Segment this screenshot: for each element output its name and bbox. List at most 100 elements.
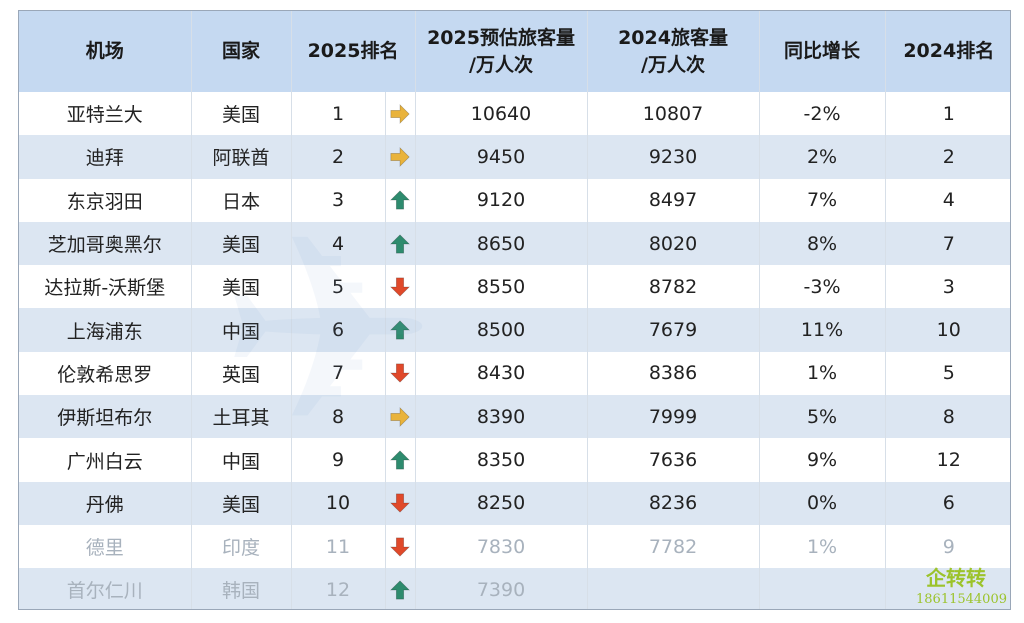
cell-rank-2024: 7 bbox=[942, 232, 955, 255]
cell-trend bbox=[385, 524, 416, 569]
cell-rank-2024: 6 bbox=[942, 492, 955, 515]
cell-pax-2024: 8020 bbox=[587, 221, 760, 266]
cell-rank-2025: 11 bbox=[291, 524, 386, 569]
cell-pax-2024: 7679 bbox=[587, 308, 760, 352]
cell-trend bbox=[385, 395, 416, 439]
cell-airport: 上海浦东 bbox=[19, 308, 192, 352]
table-row: 广州白云 中国 9 8350 7636 9% 12 bbox=[19, 438, 1010, 482]
cell-pax-2024: 10807 bbox=[587, 92, 760, 136]
arrow-down-icon bbox=[389, 277, 411, 297]
cell-yoy: 5% bbox=[759, 395, 886, 439]
table-body: 亚特兰大 美国 1 10640 10807 -2% 1 迪拜 阿联酋 2 9450 9230 2% 2 东京… bbox=[19, 92, 1010, 609]
cell-rank-2025: 2 bbox=[291, 135, 386, 179]
cell-trend bbox=[385, 568, 416, 609]
arrow-right-icon bbox=[390, 146, 410, 167]
cell-airport: 伦敦希思罗 bbox=[19, 351, 192, 396]
cell-rank-2025: 1 bbox=[291, 92, 386, 136]
arrow-right-icon bbox=[390, 406, 410, 427]
arrow-down-icon bbox=[389, 493, 411, 513]
cell-trend bbox=[385, 481, 416, 525]
cell-pax-2024: 7999 bbox=[587, 395, 760, 439]
cell-est-2025: 9120 bbox=[415, 178, 588, 222]
table-row: 德里 印度 11 7830 7782 1% 9 bbox=[19, 524, 1010, 569]
cell-rank-2025: 9 bbox=[291, 438, 386, 482]
watermark-title: 企转转 bbox=[926, 566, 986, 590]
cell-yoy: 1% bbox=[759, 524, 886, 569]
airport-ranking-table: 机场 国家 2025排名 2025预估旅客量/万人次 2024旅客量/万人次 同… bbox=[19, 11, 1010, 609]
cell-pax-2024: 7636 bbox=[587, 438, 760, 482]
ranking-table-frame: ✈ 机场 国家 2025排名 2025预估旅客量/万人次 2024旅客量/万人次… bbox=[18, 10, 1011, 610]
table-row: 伊斯坦布尔 土耳其 8 8390 7999 5% 8 bbox=[19, 395, 1010, 439]
cell-est-2025: 8430 bbox=[415, 351, 588, 396]
cell-airport: 迪拜 bbox=[19, 135, 192, 179]
cell-rank-2025: 4 bbox=[291, 221, 386, 266]
cell-airport: 丹佛 bbox=[19, 481, 192, 525]
table-row: 芝加哥奥黑尔 美国 4 8650 8020 8% 7 bbox=[19, 221, 1010, 266]
cell-country: 英国 bbox=[191, 351, 292, 396]
cell-country: 韩国 bbox=[191, 568, 292, 609]
cell-est-2025: 8250 bbox=[415, 481, 588, 525]
table-row: 上海浦东 中国 6 8500 7679 11% 10 bbox=[19, 308, 1010, 352]
cell-pax-2024: 8386 bbox=[587, 351, 760, 396]
cell-country: 印度 bbox=[191, 524, 292, 569]
header-est-2025: 2025预估旅客量/万人次 bbox=[415, 11, 588, 92]
cell-country: 美国 bbox=[191, 221, 292, 266]
cell-trend bbox=[385, 178, 416, 222]
table-header-row: 机场 国家 2025排名 2025预估旅客量/万人次 2024旅客量/万人次 同… bbox=[19, 11, 1010, 92]
cell-country: 阿联酋 bbox=[191, 135, 292, 179]
cell-yoy: 0% bbox=[759, 481, 886, 525]
arrow-down-icon bbox=[389, 537, 411, 557]
arrow-right-icon bbox=[390, 103, 410, 124]
cell-country: 土耳其 bbox=[191, 395, 292, 439]
cell-country: 中国 bbox=[191, 438, 292, 482]
cell-est-2025: 8650 bbox=[415, 221, 588, 266]
cell-rank-2025: 6 bbox=[291, 308, 386, 352]
cell-est-2025: 7830 bbox=[415, 524, 588, 569]
cell-airport: 芝加哥奥黑尔 bbox=[19, 221, 192, 266]
cell-yoy: -2% bbox=[759, 92, 886, 136]
arrow-down-icon bbox=[389, 363, 411, 384]
header-yoy: 同比增长 bbox=[759, 11, 886, 92]
cell-airport: 伊斯坦布尔 bbox=[19, 395, 192, 439]
cell-pax-2024: 8782 bbox=[587, 265, 760, 309]
table-row: 达拉斯-沃斯堡 美国 5 8550 8782 -3% 3 bbox=[19, 265, 1010, 309]
cell-yoy: 9% bbox=[759, 438, 886, 482]
cell-country: 美国 bbox=[191, 265, 292, 309]
cell-country: 美国 bbox=[191, 481, 292, 525]
cell-est-2025: 10640 bbox=[415, 92, 588, 136]
cell-airport: 广州白云 bbox=[19, 438, 192, 482]
cell-country: 日本 bbox=[191, 178, 292, 222]
cell-trend bbox=[385, 308, 416, 352]
cell-trend bbox=[385, 265, 416, 309]
table-row: 首尔仁川 韩国 12 7390 bbox=[19, 568, 1010, 609]
cell-rank-2025: 5 bbox=[291, 265, 386, 309]
table-row: 伦敦希思罗 英国 7 8430 8386 1% 5 bbox=[19, 351, 1010, 396]
cell-trend bbox=[385, 351, 416, 396]
cell-rank-2025: 3 bbox=[291, 178, 386, 222]
header-pax-2024: 2024旅客量/万人次 bbox=[587, 11, 760, 92]
cell-pax-2024: 8236 bbox=[587, 481, 760, 525]
arrow-up-icon bbox=[389, 320, 411, 340]
header-rank-2024: 2024排名 bbox=[903, 40, 995, 62]
cell-est-2025: 8550 bbox=[415, 265, 588, 309]
cell-rank-2025: 8 bbox=[291, 395, 386, 439]
cell-trend bbox=[385, 92, 416, 136]
cell-yoy: 1% bbox=[759, 351, 886, 396]
watermark-phone: 18611544009 bbox=[916, 592, 1007, 607]
cell-rank-2024: 12 bbox=[936, 449, 961, 472]
cell-airport: 达拉斯-沃斯堡 bbox=[19, 265, 192, 309]
table-row: 亚特兰大 美国 1 10640 10807 -2% 1 bbox=[19, 92, 1010, 136]
cell-est-2025: 7390 bbox=[415, 568, 588, 609]
cell-rank-2024: 2 bbox=[942, 145, 955, 168]
header-country: 国家 bbox=[191, 11, 292, 92]
cell-est-2025: 8350 bbox=[415, 438, 588, 482]
table-row: 迪拜 阿联酋 2 9450 9230 2% 2 bbox=[19, 135, 1010, 179]
cell-trend bbox=[385, 135, 416, 179]
watermark: 企转转 18611544009 bbox=[916, 568, 1024, 606]
cell-rank-2025: 10 bbox=[291, 481, 386, 525]
table-row: 丹佛 美国 10 8250 8236 0% 6 bbox=[19, 481, 1010, 525]
cell-rank-2024: 4 bbox=[942, 189, 955, 212]
cell-country: 中国 bbox=[191, 308, 292, 352]
cell-pax-2024: 9230 bbox=[587, 135, 760, 179]
cell-trend bbox=[385, 438, 416, 482]
